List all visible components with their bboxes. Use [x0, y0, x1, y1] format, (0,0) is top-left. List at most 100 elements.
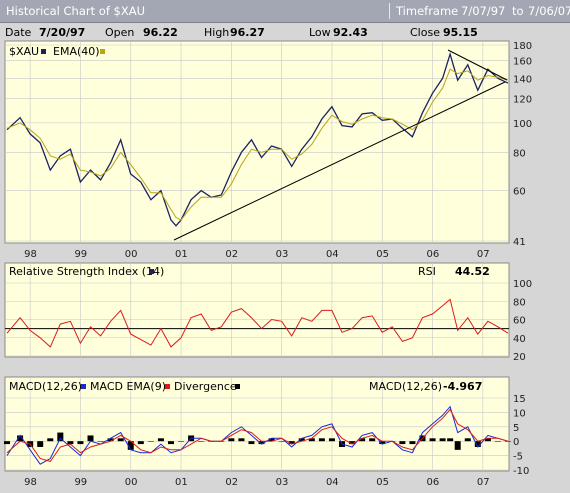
price-y-tick: 100	[513, 119, 532, 130]
divergence-bar	[268, 438, 275, 442]
divergence-bar	[447, 438, 454, 442]
divergence-bar	[47, 438, 54, 442]
macd-x-tick: 06	[427, 477, 440, 488]
macd-legend-divergence-marker	[235, 384, 240, 389]
price-y-tick: 180	[513, 41, 532, 52]
macd-legend-ema-marker	[165, 384, 170, 389]
timeframe-to: 7/06/07	[528, 4, 570, 18]
divergence-bar	[359, 438, 366, 442]
macd-y-tick: 15	[513, 394, 526, 405]
divergence-bar	[258, 441, 265, 445]
high-label: High	[204, 26, 230, 39]
open-label: Open	[105, 26, 135, 39]
rsi-y-tick: 20	[513, 352, 526, 363]
divergence-bar	[504, 441, 511, 442]
macd-x-tick: 03	[276, 477, 289, 488]
macd-legend: MACD(12,26) MACD EMA(9) Divergence MACD(…	[9, 380, 482, 393]
price-x-tick: 04	[326, 249, 339, 260]
open-value: 96.22	[143, 26, 178, 39]
title-bar: Historical Chart of $XAU Timeframe 7/07/…	[0, 0, 570, 23]
divergence-bar	[77, 441, 84, 445]
divergence-bar	[4, 441, 11, 445]
date-label: Date	[5, 26, 32, 39]
macd-x-tick: 98	[24, 477, 37, 488]
rsi-legend-marker	[149, 269, 154, 274]
macd-legend-ema: MACD EMA(9)	[90, 380, 166, 393]
divergence-bar	[379, 441, 386, 445]
price-x-tick: 02	[225, 249, 238, 260]
rsi-value: 44.52	[455, 265, 490, 278]
macd-x-tick: 05	[376, 477, 389, 488]
low-value: 92.43	[333, 26, 368, 39]
rsi-grid	[5, 263, 509, 357]
macd-y-tick: -5	[513, 452, 523, 463]
xau-price-line	[6, 51, 509, 227]
divergence-bar	[37, 441, 44, 447]
rsi-y-tick: 80	[513, 297, 526, 308]
timeframe-box[interactable]: Timeframe 7/07/97 to 7/06/07	[389, 3, 570, 19]
price-x-tick: 03	[276, 249, 289, 260]
divergence-bar	[288, 441, 295, 445]
rsi-y-ticks: 100 80 60 40 20	[513, 279, 532, 363]
resistance-trendline	[447, 49, 508, 81]
divergence-bar	[147, 441, 154, 442]
divergence-bar	[308, 438, 315, 442]
divergence-bar	[399, 441, 406, 445]
price-x-tick: 01	[175, 249, 188, 260]
divergence-bar	[198, 441, 205, 442]
divergence-bar	[349, 441, 356, 445]
price-y-tick: 80	[513, 148, 526, 159]
divergence-bar	[454, 441, 461, 450]
rsi-y-tick: 100	[513, 279, 532, 290]
divergence-bar	[17, 435, 24, 442]
macd-line	[6, 405, 509, 465]
price-y-tick: 140	[513, 74, 532, 85]
divergence-bar	[238, 438, 245, 442]
price-y-tick: 41	[513, 237, 526, 248]
divergence-bar	[369, 438, 376, 442]
macd-value-label: MACD(12,26)	[369, 380, 442, 393]
timeframe-to-word: to	[512, 4, 524, 18]
macd-x-tick: 07	[477, 477, 490, 488]
divergence-bar	[409, 441, 416, 445]
macd-x-ticks: 98 99 00 01 02 03 04 05 06 07	[24, 477, 489, 488]
macd-x-tick: 02	[225, 477, 238, 488]
rsi-y-tick: 60	[513, 316, 526, 327]
rsi-title: Relative Strength Index (14)	[9, 265, 164, 278]
legend-ema-marker	[100, 49, 105, 54]
divergence-bar	[87, 435, 94, 442]
support-trendline	[173, 81, 506, 241]
timeframe-from: 7/07/97	[461, 4, 506, 18]
divergence-bar	[318, 438, 325, 442]
divergence-bar	[328, 438, 335, 442]
divergence-bar	[178, 441, 185, 442]
macd-value: -4.967	[443, 380, 482, 393]
price-grid	[5, 41, 509, 243]
close-value: 95.15	[443, 26, 478, 39]
legend-ema-label: EMA(40)	[53, 45, 100, 58]
low-label: Low	[309, 26, 331, 39]
price-x-tick: 00	[125, 249, 138, 260]
quote-info-bar: Date 7/20/97 Open 96.22 High 96.27 Low 9…	[5, 26, 513, 41]
close-label: Close	[410, 26, 440, 39]
price-x-tick: 05	[376, 249, 389, 260]
macd-legend-macd-marker	[81, 384, 86, 389]
divergence-bar	[228, 438, 235, 442]
price-y-ticks: 180 160 140 120 100 80 60 41	[513, 41, 532, 248]
chart-title: Historical Chart of $XAU	[6, 4, 145, 18]
macd-y-tick: 0	[513, 437, 519, 448]
date-value: 7/20/97	[39, 26, 86, 39]
macd-y-ticks: 15 10 5 0 -5 -10	[513, 394, 529, 477]
price-x-ticks: 98 99 00 01 02 03 04 05 06 07	[24, 249, 489, 260]
price-x-tick: 06	[427, 249, 440, 260]
macd-x-tick: 01	[175, 477, 188, 488]
rsi-line	[6, 298, 509, 348]
divergence-bar	[278, 441, 285, 442]
price-x-tick: 99	[74, 249, 87, 260]
macd-x-tick: 99	[74, 477, 87, 488]
divergence-bar	[474, 441, 481, 447]
macd-legend-macd: MACD(12,26)	[9, 380, 82, 393]
rsi-y-tick: 40	[513, 334, 526, 345]
divergence-bar	[127, 441, 134, 450]
